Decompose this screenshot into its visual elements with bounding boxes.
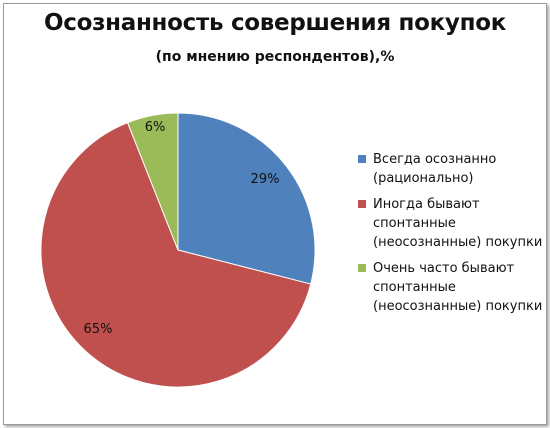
chart-title: Осознанность совершения покупок xyxy=(43,10,507,36)
pie-slice-1 xyxy=(40,121,312,388)
pie-slices xyxy=(40,112,316,388)
pie-data-labels: 29% 65% 6% xyxy=(84,120,280,337)
legend-item-always-conscious: Всегда осознанно (рационально) xyxy=(355,150,545,188)
pie-slice-2 xyxy=(126,112,179,251)
legend-label: Всегда осознанно (рационально) xyxy=(373,152,497,186)
legend-item-often-spontaneous: Очень часто бывают спонтанные (неосознан… xyxy=(355,259,545,316)
legend-swatch-green xyxy=(358,264,366,272)
legend-label: Иногда бывают спонтанные (неосознанные) … xyxy=(373,197,543,250)
pie-slice-0 xyxy=(177,112,316,285)
legend-label: Очень часто бывают спонтанные (неосознан… xyxy=(373,261,543,314)
chart-legend: Всегда осознанно (рационально) Иногда бы… xyxy=(355,150,545,323)
data-label-0: 29% xyxy=(251,172,280,187)
data-label-1: 65% xyxy=(84,322,113,337)
data-label-2: 6% xyxy=(145,120,166,135)
legend-item-sometimes-spontaneous: Иногда бывают спонтанные (неосознанные) … xyxy=(355,195,545,252)
legend-swatch-red xyxy=(358,200,366,208)
legend-swatch-blue xyxy=(358,155,366,163)
chart-subtitle: (по мнению респондентов),% xyxy=(155,49,395,65)
